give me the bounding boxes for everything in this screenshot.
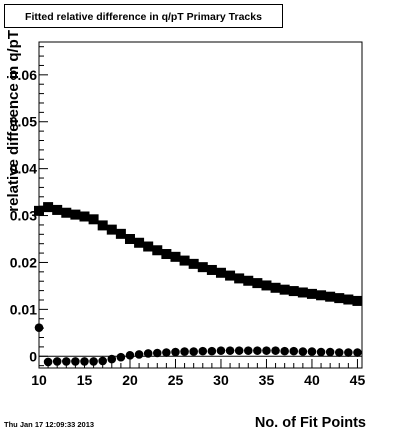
- data-point-circle: [243, 346, 253, 355]
- data-point-square: [279, 284, 290, 295]
- data-point-square: [288, 286, 299, 297]
- y-tick-label: 0.03: [10, 208, 37, 224]
- data-point-circle: [344, 348, 353, 357]
- timestamp: Thu Jan 17 12:09:33 2013: [4, 420, 95, 429]
- x-tick-label: 20: [122, 372, 138, 388]
- x-tick-label: 45: [350, 372, 366, 388]
- data-point-circle: [34, 323, 44, 332]
- data-point-circle: [353, 348, 362, 357]
- chart-title: Fitted relative difference in q/pT Prima…: [25, 11, 262, 23]
- data-point-square: [243, 275, 254, 286]
- data-point-square: [316, 290, 327, 301]
- data-point-square: [152, 245, 163, 256]
- x-tick-label: 10: [31, 372, 47, 388]
- data-point-circle: [225, 346, 235, 355]
- data-point-circle: [307, 347, 317, 356]
- x-axis-label: No. of Fit Points: [255, 415, 366, 431]
- data-point-circle: [280, 346, 289, 356]
- data-point-square: [70, 209, 81, 220]
- data-point-circle: [253, 346, 262, 355]
- data-point-square: [343, 294, 354, 305]
- data-point-circle: [71, 357, 80, 366]
- y-tick-label: 0.06: [10, 67, 37, 83]
- chart-title-box: Fitted relative difference in q/pT Prima…: [4, 4, 283, 28]
- data-point-square: [61, 207, 72, 218]
- data-point-square: [352, 295, 363, 306]
- y-axis-label: relative difference in q/pT: [5, 30, 22, 212]
- data-point-square: [197, 262, 208, 273]
- data-point-square: [206, 264, 217, 275]
- data-point-circle: [289, 346, 299, 356]
- data-point-square: [297, 287, 308, 298]
- y-tick-label: 0.02: [10, 254, 37, 270]
- data-point-square: [161, 249, 172, 260]
- data-point-square: [261, 280, 272, 291]
- data-point-circle: [116, 352, 126, 362]
- data-point-square: [106, 224, 117, 235]
- x-tick-label: 35: [259, 372, 275, 388]
- x-tick-label: 15: [77, 372, 93, 388]
- y-tick-label: 0.05: [10, 114, 37, 130]
- data-point-circle: [80, 357, 89, 366]
- data-point-circle: [180, 347, 189, 356]
- data-point-circle: [189, 347, 198, 356]
- data-point-circle: [262, 346, 271, 355]
- data-point-circle: [325, 347, 335, 357]
- data-point-square: [43, 202, 54, 213]
- data-point-square: [143, 241, 154, 252]
- data-point-square: [179, 255, 190, 266]
- data-point-circle: [152, 348, 162, 358]
- data-point-circle: [143, 349, 153, 358]
- data-point-square: [334, 293, 345, 304]
- data-point-circle: [89, 357, 98, 366]
- data-point-square: [325, 291, 336, 302]
- data-point-square: [252, 278, 263, 289]
- y-tick-label: 0.01: [10, 301, 37, 317]
- data-point-circle: [171, 347, 180, 357]
- data-point-square: [34, 205, 44, 216]
- data-point-circle: [107, 354, 117, 364]
- x-tick-label: 40: [304, 372, 320, 388]
- data-point-circle: [298, 347, 308, 356]
- data-point-square: [188, 258, 199, 269]
- data-point-square: [170, 251, 181, 262]
- data-point-circle: [162, 348, 171, 357]
- data-point-circle: [216, 346, 226, 355]
- data-point-circle: [334, 348, 344, 357]
- x-tick-label: 30: [213, 372, 229, 388]
- data-point-square: [52, 204, 63, 215]
- data-point-circle: [125, 351, 135, 360]
- data-point-circle: [98, 356, 107, 366]
- data-point-square: [79, 211, 90, 222]
- data-point-circle: [43, 357, 53, 367]
- y-tick-label: 0: [29, 348, 37, 364]
- y-tick-label: 0.04: [10, 161, 37, 177]
- data-point-square: [225, 270, 236, 281]
- data-point-square: [97, 220, 108, 231]
- data-point-circle: [198, 346, 208, 356]
- data-point-circle: [316, 347, 326, 357]
- x-tick-label: 25: [168, 372, 184, 388]
- data-point-circle: [207, 346, 217, 356]
- data-point-square: [270, 282, 281, 293]
- data-point-circle: [61, 357, 71, 366]
- data-point-square: [134, 237, 145, 248]
- data-point-square: [115, 228, 126, 239]
- data-point-circle: [52, 357, 62, 366]
- data-point-circle: [234, 346, 244, 355]
- data-point-square: [306, 288, 317, 299]
- plot-frame: [38, 41, 363, 369]
- data-point-square: [215, 267, 226, 278]
- data-point-square: [88, 214, 99, 225]
- data-point-square: [124, 234, 135, 245]
- data-point-square: [234, 273, 245, 284]
- data-point-circle: [134, 350, 144, 359]
- data-point-circle: [271, 346, 280, 355]
